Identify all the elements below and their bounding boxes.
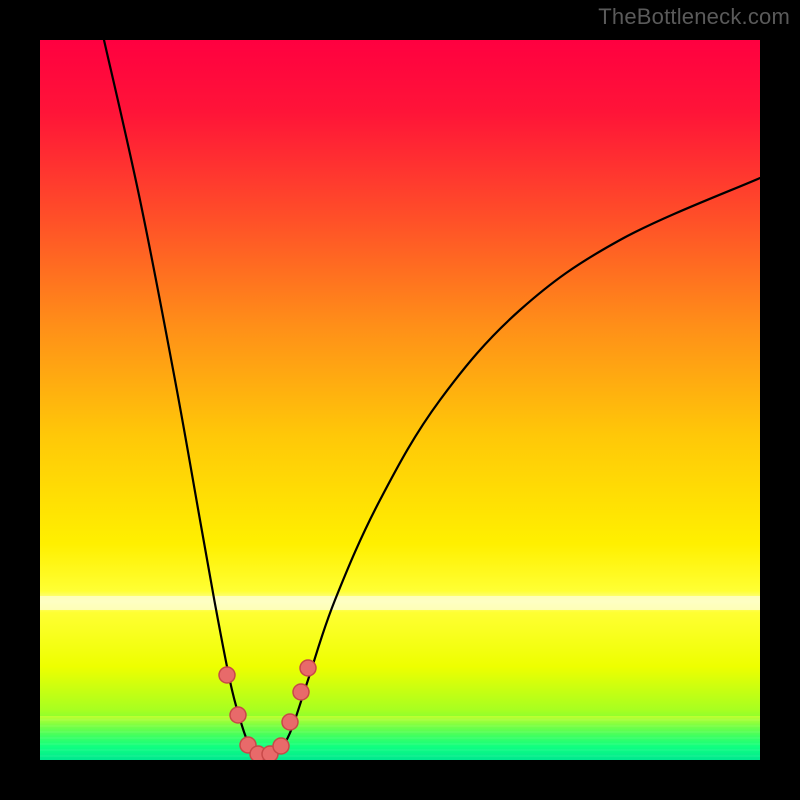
yellow-highlight-band [40, 596, 760, 610]
marker-point [300, 660, 316, 676]
bottleneck-chart [0, 0, 800, 800]
green-band [40, 716, 760, 760]
marker-point [282, 714, 298, 730]
chart-stage: TheBottleneck.com [0, 0, 800, 800]
marker-point [293, 684, 309, 700]
marker-point [230, 707, 246, 723]
marker-point [219, 667, 235, 683]
gradient-background [40, 40, 760, 760]
marker-point [273, 738, 289, 754]
watermark-text: TheBottleneck.com [598, 4, 790, 30]
